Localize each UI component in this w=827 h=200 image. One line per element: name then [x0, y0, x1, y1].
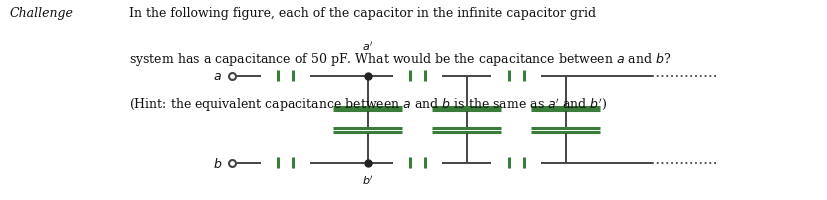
Text: In the following figure, each of the capacitor in the infinite capacitor grid: In the following figure, each of the cap… [129, 7, 596, 20]
Text: (Hint: the equivalent capacitance between $a$ and $b$ is the same as $a'$ and $b: (Hint: the equivalent capacitance betwee… [129, 96, 608, 113]
Text: $b$: $b$ [213, 156, 222, 170]
Text: Challenge: Challenge [10, 7, 74, 20]
Text: system has a capacitance of 50 pF. What would be the capacitance between $a$ and: system has a capacitance of 50 pF. What … [129, 51, 672, 68]
Text: $a'$: $a'$ [362, 40, 374, 53]
Text: $a$: $a$ [213, 70, 222, 83]
Text: $b'$: $b'$ [362, 173, 374, 186]
